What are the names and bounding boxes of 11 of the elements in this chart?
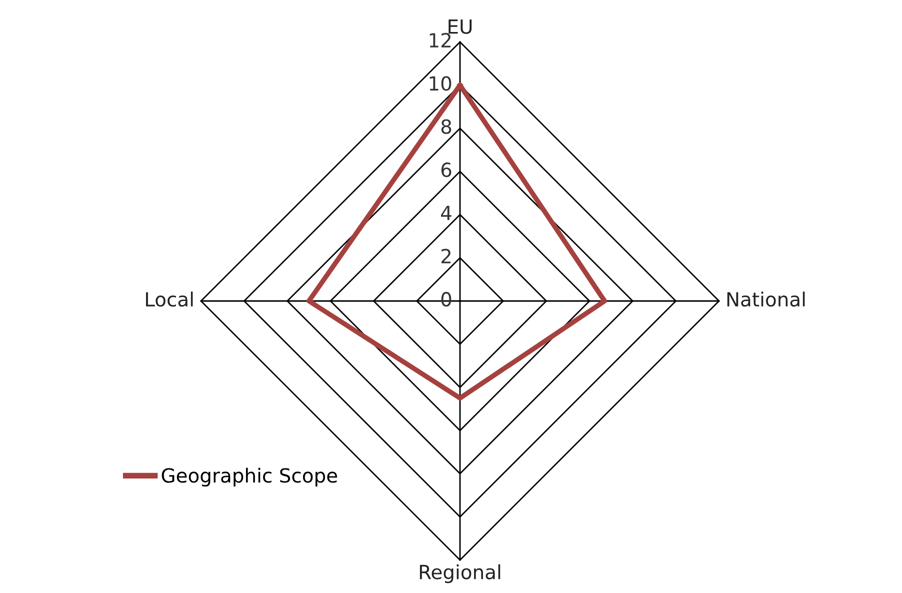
y-tick-label: 8 bbox=[441, 119, 452, 134]
y-tick-label: 2 bbox=[442, 248, 450, 264]
y-tick-label: 12 bbox=[430, 32, 450, 48]
spoke-label: National bbox=[727, 292, 805, 307]
y-tick-label: 6 bbox=[441, 162, 452, 178]
spoke-label: Local bbox=[146, 292, 193, 307]
spoke-label: EU bbox=[448, 19, 472, 34]
y-tick-label: 10 bbox=[430, 76, 452, 91]
y-tick-label: 4 bbox=[441, 206, 452, 220]
legend-label: Geographic Scope bbox=[162, 468, 338, 487]
spoke-label: Regional bbox=[420, 564, 500, 584]
